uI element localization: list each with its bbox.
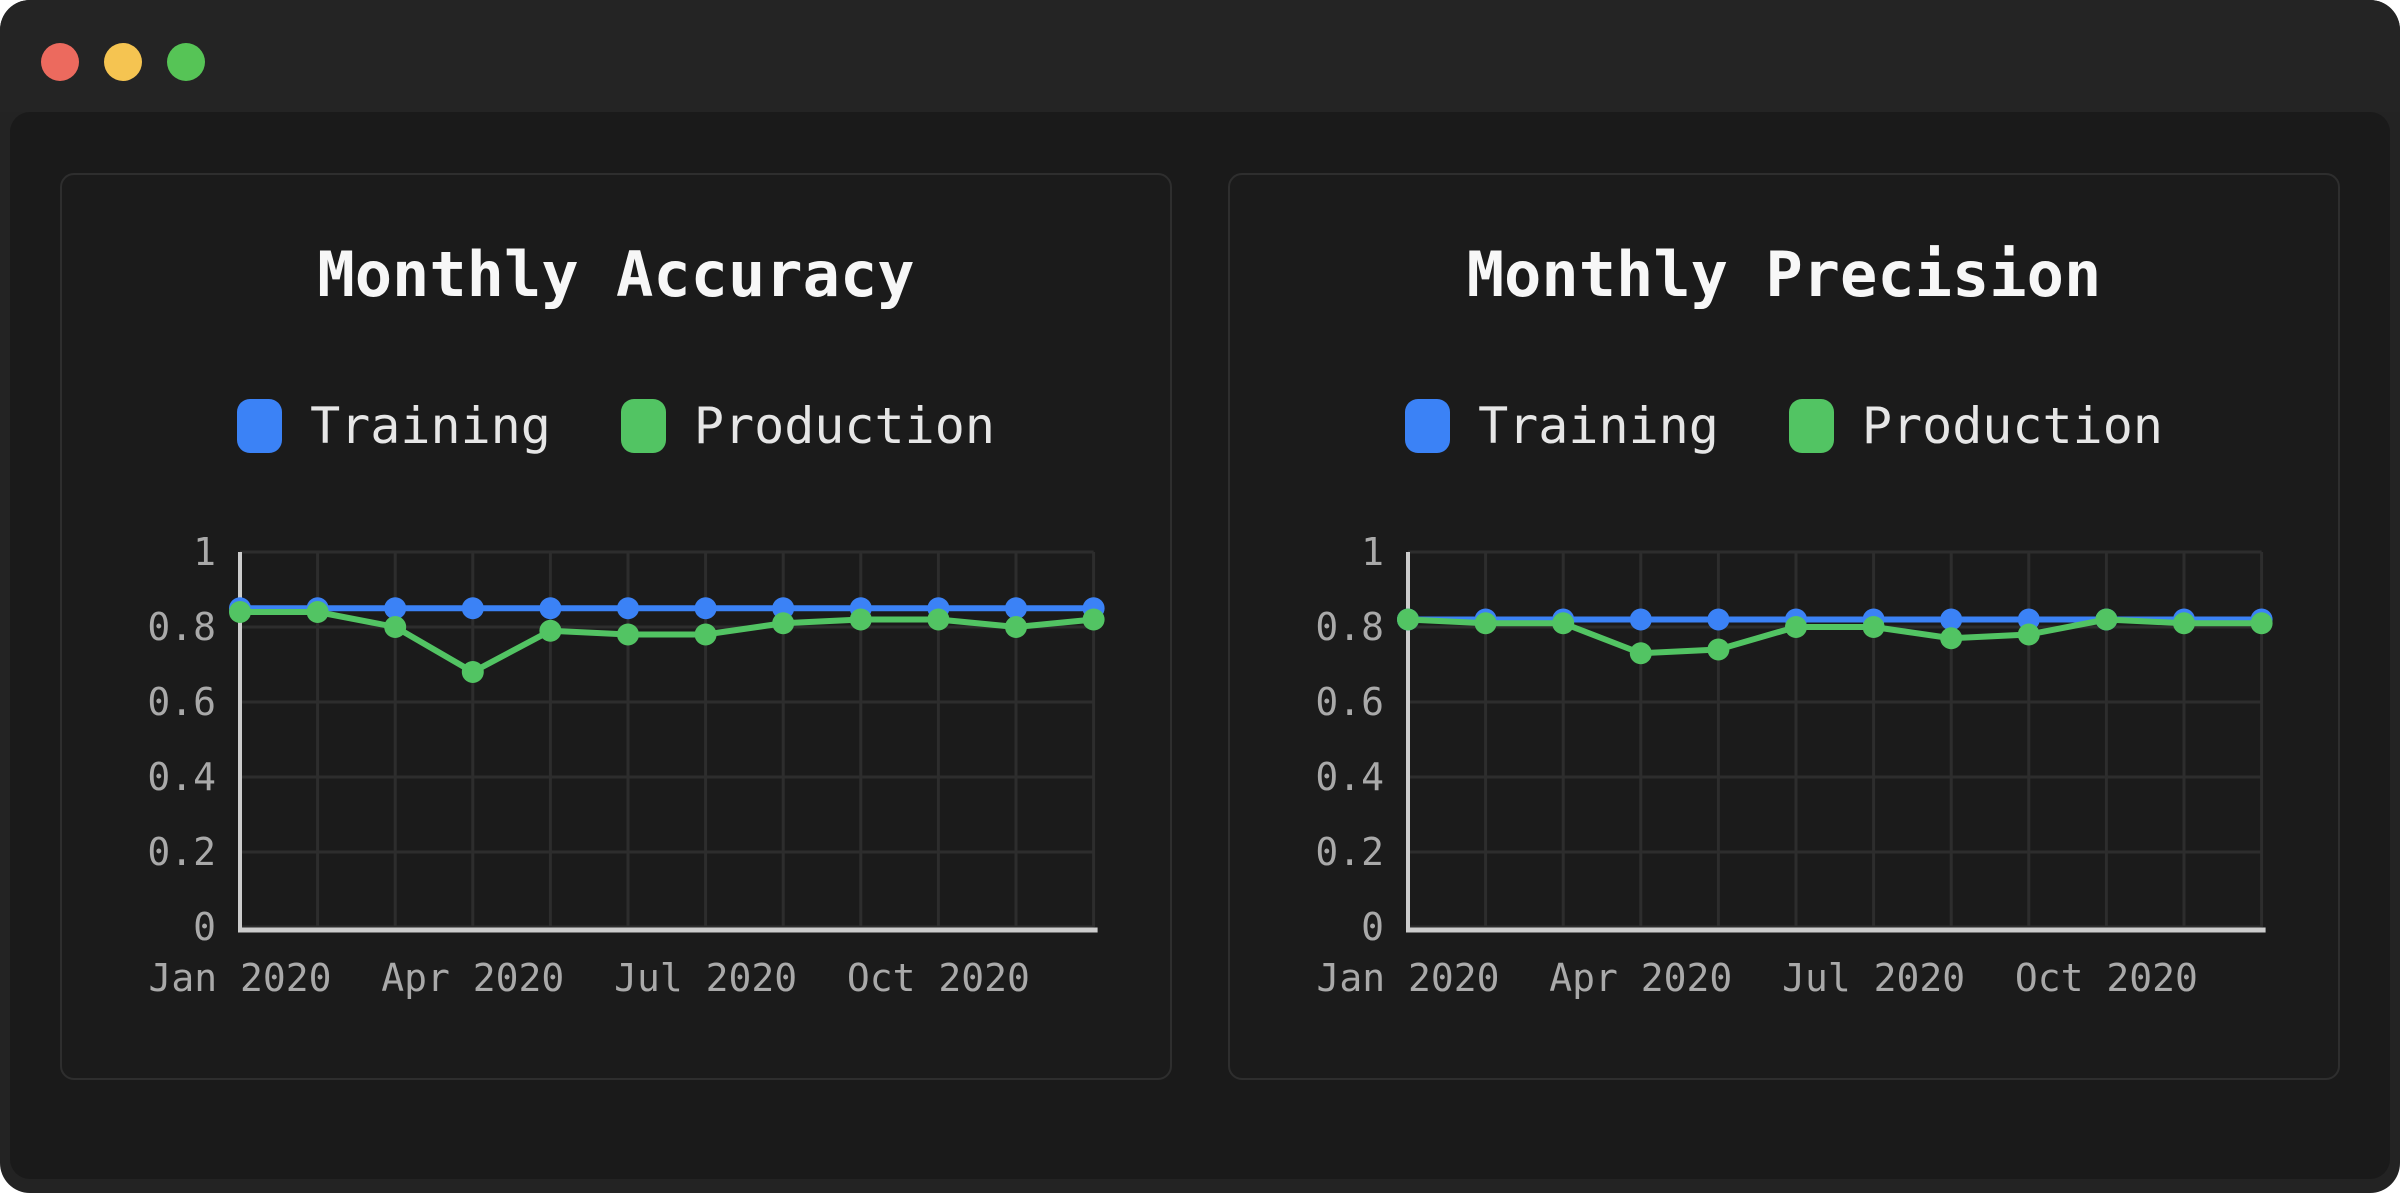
- svg-text:0: 0: [1361, 905, 1384, 949]
- accuracy-line-chart[interactable]: 0 0.2 0.4 0.6 0.8 1 Jan 2020 Apr 2020 Jul 2020 Oc…: [62, 175, 1170, 1078]
- svg-text:Jul 2020: Jul 2020: [614, 956, 797, 1000]
- svg-text:Jul 2020: Jul 2020: [1782, 956, 1965, 1000]
- svg-text:Oct 2020: Oct 2020: [847, 956, 1030, 1000]
- legend-label-training: Training: [310, 397, 551, 455]
- production-swatch-icon: [620, 399, 666, 453]
- svg-text:Jan 2020: Jan 2020: [1316, 956, 1499, 1000]
- chart-title-accuracy: Monthly Accuracy: [317, 238, 915, 311]
- svg-text:0.2: 0.2: [147, 830, 216, 874]
- accuracy-chart-card: Monthly Accuracy Training Production 0 0.…: [60, 173, 1172, 1080]
- svg-text:0.2: 0.2: [1315, 830, 1384, 874]
- legend-label-production: Production: [693, 397, 995, 455]
- svg-text:Oct 2020: Oct 2020: [2015, 956, 2198, 1000]
- svg-text:Apr 2020: Apr 2020: [1549, 956, 1732, 1000]
- legend-item-training[interactable]: Training: [1405, 397, 1719, 455]
- minimize-window-button[interactable]: [104, 43, 142, 81]
- svg-text:0.4: 0.4: [1315, 755, 1384, 799]
- close-window-button[interactable]: [41, 43, 79, 81]
- zoom-window-button[interactable]: [167, 43, 205, 81]
- titlebar[interactable]: [0, 0, 2400, 112]
- legend-accuracy: Training Production: [62, 397, 1170, 455]
- svg-text:1: 1: [1361, 530, 1384, 574]
- content-panel: Monthly Accuracy Training Production 0 0.…: [10, 112, 2390, 1179]
- svg-text:0: 0: [193, 905, 216, 949]
- svg-text:1: 1: [193, 530, 216, 574]
- legend-item-production[interactable]: Production: [1788, 397, 2163, 455]
- svg-text:Jan 2020: Jan 2020: [148, 956, 331, 1000]
- training-swatch-icon: [1405, 399, 1451, 453]
- svg-text:0.8: 0.8: [147, 605, 216, 649]
- svg-text:0.6: 0.6: [147, 680, 216, 724]
- legend-item-production[interactable]: Production: [620, 397, 995, 455]
- production-swatch-icon: [1788, 399, 1834, 453]
- legend-item-training[interactable]: Training: [237, 397, 551, 455]
- svg-text:0.4: 0.4: [147, 755, 216, 799]
- svg-text:0.6: 0.6: [1315, 680, 1384, 724]
- legend-label-production: Production: [1861, 397, 2163, 455]
- precision-line-chart[interactable]: 0 0.2 0.4 0.6 0.8 1 Jan 2020 Apr 2020 Jul 2020 Oc…: [1230, 175, 2338, 1078]
- legend-label-training: Training: [1478, 397, 1719, 455]
- training-swatch-icon: [237, 399, 283, 453]
- svg-text:Apr 2020: Apr 2020: [381, 956, 564, 1000]
- chart-title-precision: Monthly Precision: [1466, 238, 2102, 311]
- window-controls: [41, 43, 205, 81]
- svg-text:0.8: 0.8: [1315, 605, 1384, 649]
- legend-precision: Training Production: [1230, 397, 2338, 455]
